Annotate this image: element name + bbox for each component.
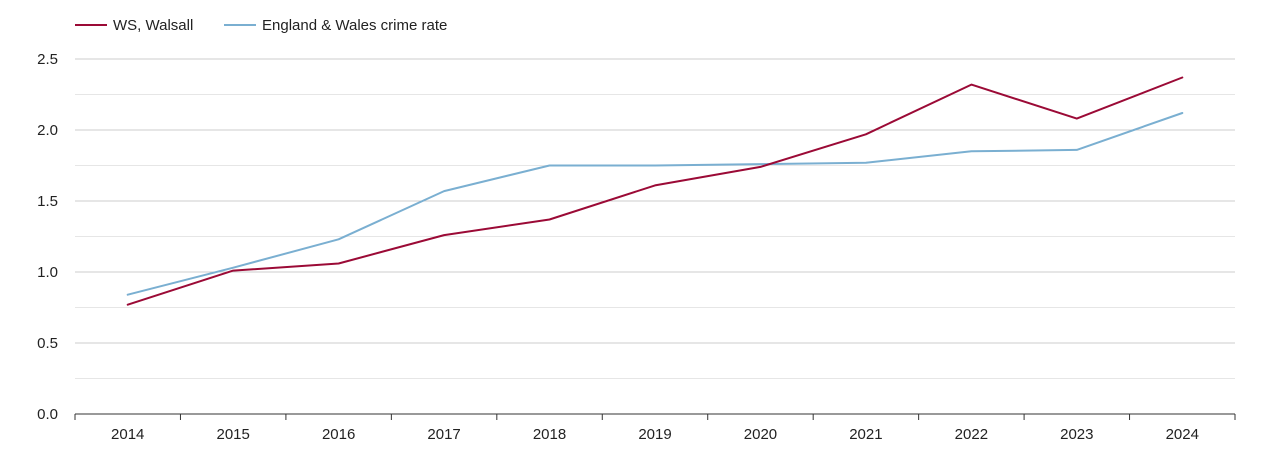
- y-tick-label: 2.5: [37, 51, 58, 68]
- legend-label-walsall: WS, Walsall: [113, 17, 193, 34]
- grid: [75, 58, 1235, 415]
- x-tick-label: 2018: [533, 426, 566, 443]
- y-tick-label: 0.0: [37, 406, 58, 423]
- y-tick-label: 2.0: [37, 122, 58, 139]
- x-tick-label: 2024: [1166, 426, 1199, 443]
- x-tick-label: 2017: [427, 426, 460, 443]
- legend-item-walsall[interactable]: WS, Walsall: [75, 17, 193, 34]
- legend: WS, Walsall England & Wales crime rate: [75, 17, 447, 34]
- x-tick-label: 2022: [955, 426, 988, 443]
- x-tick-label: 2023: [1060, 426, 1093, 443]
- y-tick-label: 1.0: [37, 264, 58, 281]
- y-axis: 0.0 0.5 1.0 1.5 2.0 2.5: [37, 51, 58, 423]
- x-tick-label: 2020: [744, 426, 777, 443]
- plot-area: [126, 76, 1184, 306]
- y-tick-label: 1.5: [37, 193, 58, 210]
- x-tick-label: 2015: [216, 426, 249, 443]
- series-line-england-wales[interactable]: [126, 112, 1184, 296]
- x-tick-label: 2014: [111, 426, 144, 443]
- x-tick-label: 2016: [322, 426, 355, 443]
- legend-label-england-wales: England & Wales crime rate: [262, 17, 447, 34]
- series-line-walsall[interactable]: [126, 76, 1184, 306]
- x-axis: 2014 2015 2016 2017 2018 2019 2020 2021 2022 2023…: [74, 414, 1236, 443]
- y-tick-label: 0.5: [37, 335, 58, 352]
- legend-item-england-wales[interactable]: England & Wales crime rate: [224, 17, 447, 34]
- x-tick-label: 2019: [638, 426, 671, 443]
- x-tick-label: 2021: [849, 426, 882, 443]
